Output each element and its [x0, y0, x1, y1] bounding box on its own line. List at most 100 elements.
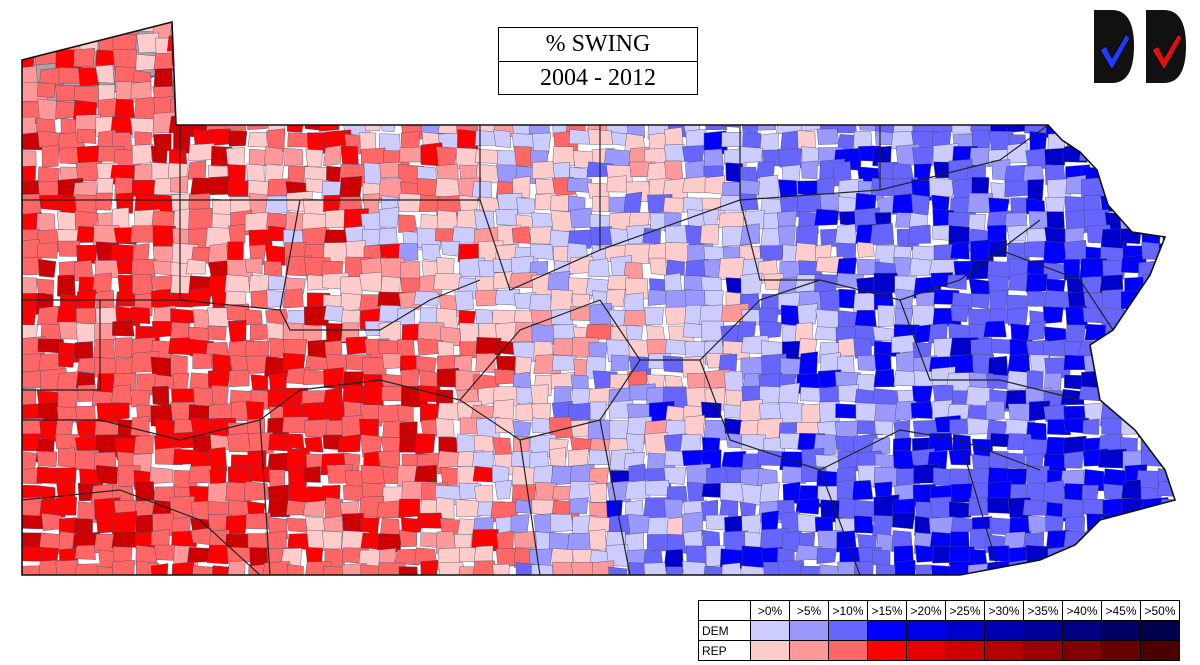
municipality-cell: [1141, 358, 1161, 375]
municipality-cell: [927, 67, 956, 89]
municipality-cell: [340, 146, 359, 165]
municipality-cell: [720, 482, 745, 502]
municipality-cell: [856, 241, 875, 258]
municipality-cell: [474, 148, 501, 165]
municipality-cell: [40, 546, 59, 562]
municipality-cell: [172, 83, 201, 106]
municipality-cell: [549, 289, 573, 313]
municipality-cell: [610, 354, 630, 372]
municipality-cell: [839, 96, 867, 114]
municipality-cell: [1082, 499, 1104, 517]
municipality-cell: [683, 530, 703, 548]
municipality-cell: [115, 291, 136, 307]
municipality-cell: [797, 303, 818, 326]
municipality-cell: [1160, 353, 1175, 372]
municipality-cell: [340, 292, 363, 312]
municipality-cell: [836, 22, 863, 41]
municipality-cell: [852, 292, 876, 315]
municipality-cell: [588, 341, 608, 359]
municipality-cell: [286, 100, 311, 117]
municipality-cell: [835, 82, 860, 107]
municipality-cell: [226, 433, 250, 453]
municipality-cell: [876, 52, 904, 70]
municipality-cell: [1158, 214, 1175, 233]
municipality-cell: [988, 450, 1009, 469]
municipality-cell: [152, 260, 174, 276]
municipality-cell: [339, 97, 368, 119]
map-title-box: % SWING 2004 - 2012: [498, 27, 698, 95]
municipality-cell: [991, 98, 1017, 116]
municipality-cell: [819, 193, 841, 212]
municipality-cell: [226, 130, 248, 147]
municipality-cell: [1105, 179, 1128, 199]
municipality-cell: [816, 470, 838, 488]
legend-swatch: [1140, 640, 1180, 661]
municipality-cell: [928, 177, 955, 198]
municipality-cell: [741, 565, 765, 575]
municipality-cell: [228, 224, 246, 244]
municipality-cell: [209, 22, 228, 45]
municipality-cell: [1159, 432, 1175, 458]
municipality-cell: [130, 416, 150, 437]
municipality-cell: [987, 48, 1010, 70]
municipality-cell: [95, 64, 115, 84]
municipality-cell: [933, 95, 958, 115]
municipality-cell: [987, 497, 1010, 514]
municipality-cell: [1105, 547, 1127, 569]
municipality-cell: [267, 22, 292, 38]
municipality-cell: [398, 67, 422, 89]
municipality-cell: [22, 370, 44, 389]
municipality-cell: [131, 389, 151, 408]
municipality-cell: [211, 70, 230, 88]
municipality-cell: [36, 450, 58, 468]
municipality-cell: [1119, 325, 1144, 344]
municipality-cell: [797, 180, 819, 197]
municipality-cell: [171, 50, 195, 66]
municipality-cell: [337, 434, 362, 453]
municipality-cell: [248, 22, 269, 38]
municipality-cell: [130, 81, 152, 101]
municipality-cell: [510, 99, 536, 122]
municipality-cell: [875, 82, 895, 104]
municipality-cell: [345, 52, 372, 69]
municipality-cell: [834, 223, 858, 245]
municipality-cell: [1142, 274, 1166, 296]
municipality-cell: [569, 207, 593, 229]
municipality-cell: [1102, 117, 1121, 138]
municipality-cell: [682, 176, 708, 193]
municipality-cell: [435, 96, 464, 116]
municipality-cell: [1045, 97, 1067, 122]
municipality-cell: [1177, 227, 1200, 243]
municipality-cell: [530, 99, 558, 117]
municipality-cell: [473, 545, 494, 564]
municipality-cell: [399, 49, 423, 71]
municipality-cell: [873, 368, 895, 388]
municipality-cell: [609, 95, 636, 121]
municipality-cell: [306, 97, 325, 116]
municipality-cell: [150, 563, 169, 575]
municipality-cell: [186, 35, 210, 52]
municipality-cell: [1085, 529, 1112, 547]
municipality-cell: [228, 68, 251, 88]
municipality-cell: [1118, 384, 1146, 405]
municipality-cell: [362, 384, 384, 408]
municipality-cell: [927, 50, 956, 67]
municipality-cell: [208, 176, 231, 195]
municipality-cell: [419, 99, 440, 117]
municipality-cell: [1176, 373, 1194, 395]
county-border-line: [959, 439, 1001, 575]
municipality-cell: [1104, 323, 1133, 339]
municipality-cell: [413, 290, 439, 306]
municipality-cell: [416, 227, 441, 250]
municipality-cell: [1142, 310, 1166, 335]
municipality-cell: [911, 194, 930, 216]
county-border-line: [739, 199, 820, 281]
municipality-cell: [1120, 416, 1149, 435]
municipality-cell: [1007, 354, 1031, 374]
municipality-cell: [682, 560, 706, 575]
municipality-cell: [284, 66, 306, 82]
municipality-cell: [453, 67, 477, 88]
municipality-cell: [1121, 84, 1140, 100]
municipality-cell: [302, 466, 321, 483]
municipality-cell: [627, 513, 651, 534]
